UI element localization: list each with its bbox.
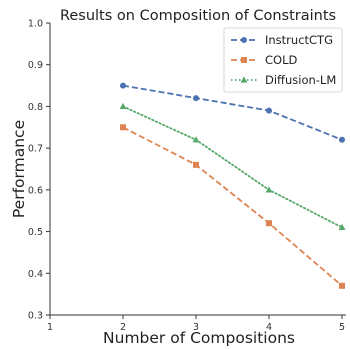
x-tick-label: 4 [266,322,272,333]
legend-entry-cold: COLD [231,53,297,67]
data-point-diffusion-lm [192,136,200,143]
y-tick-label: 1.0 [28,19,43,30]
data-point-instructctg [120,82,126,89]
series-cold [120,124,345,289]
chart-title: Results on Composition of Constraints [60,8,336,24]
y-axis-ticks: 0.3 0.4 0.5 0.6 0.7 0.8 0.9 1.0 [28,19,50,322]
x-axis-ticks: 1 2 3 4 5 [47,315,345,333]
y-tick-label: 0.3 [28,311,43,322]
x-tick-label: 5 [339,322,345,333]
legend-label: COLD [265,53,297,67]
data-point-diffusion-lm [119,102,127,110]
data-point-cold [120,124,126,131]
data-point-instructctg [193,95,199,102]
x-tick-label: 3 [193,322,199,333]
legend-label: Diffusion-LM [265,73,336,87]
x-tick-label: 2 [120,322,126,333]
data-point-diffusion-lm [265,186,273,193]
data-point-instructctg [266,107,272,114]
data-point-cold [339,282,345,289]
data-point-cold [266,220,272,227]
y-tick-label: 0.6 [28,185,43,196]
y-tick-label: 0.7 [28,144,43,155]
series-layer [119,82,346,289]
legend-marker [241,57,247,63]
y-tick-label: 0.8 [28,102,43,113]
legend-marker [241,37,247,43]
data-point-instructctg [339,136,345,143]
data-point-cold [193,161,199,168]
legend-entries: InstructCTG COLD Diffusion-LM [231,33,336,87]
series-diffusion-lm [119,102,346,230]
y-tick-label: 0.9 [28,60,43,71]
series-line-cold [122,126,343,287]
x-axis-label: Number of Compositions [103,329,295,347]
series-instructctg [120,82,345,143]
legend-box [223,27,343,93]
y-tick-label: 0.5 [28,227,43,238]
series-line-diffusion-lm [122,105,343,229]
legend-entry-instructctg: InstructCTG [231,33,333,47]
x-tick-label: 1 [47,322,53,333]
y-axis-label: Performance [10,120,28,218]
legend-label: InstructCTG [265,33,333,47]
data-point-diffusion-lm [338,223,346,230]
y-tick-label: 0.4 [28,269,43,280]
legend: InstructCTG COLD Diffusion-LM [223,27,343,93]
legend-entry-diffusion-lm: Diffusion-LM [231,73,336,87]
series-line-instructctg [122,84,343,141]
legend-marker [240,76,248,83]
